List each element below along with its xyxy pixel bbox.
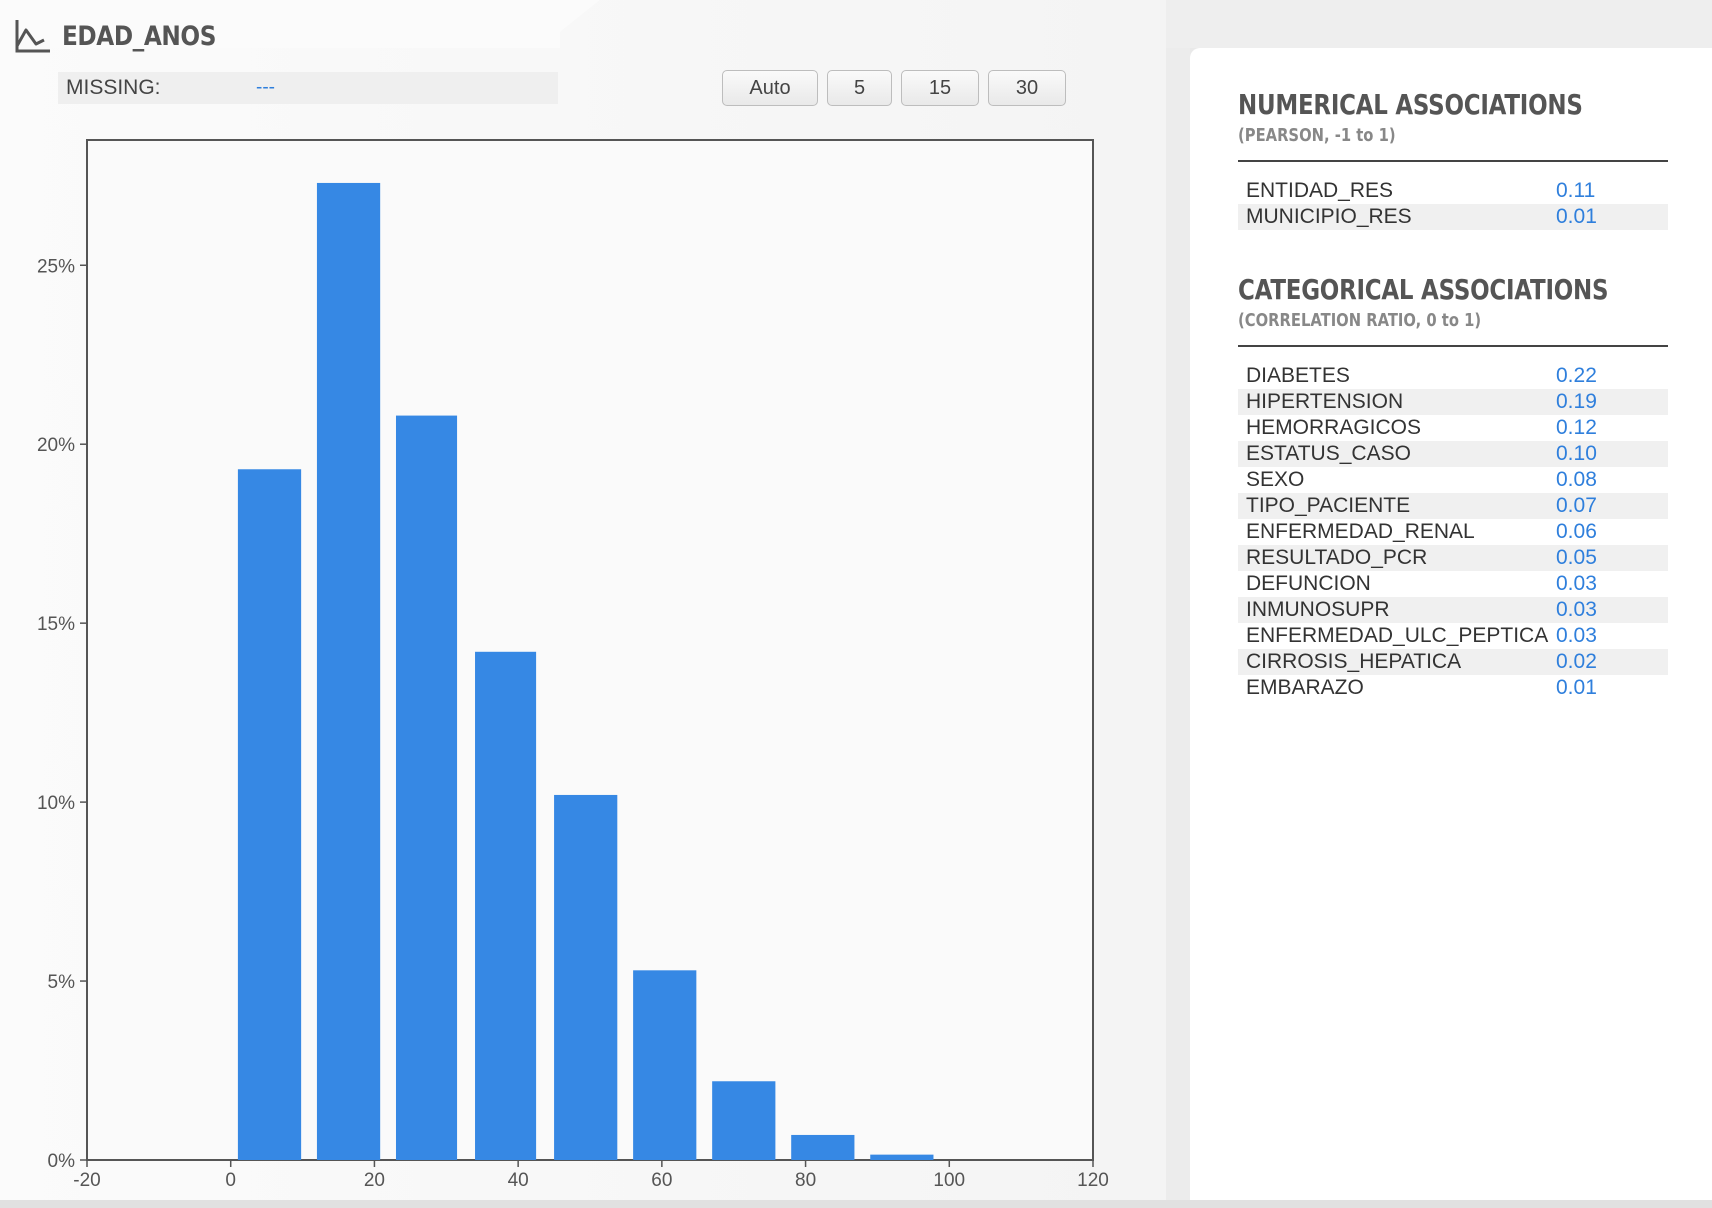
histogram-chart: 0% 5% 10% 15% 20% 25% -20 0 20 40 60 80 100 120 bbox=[37, 139, 1109, 1191]
missing-value: --- bbox=[256, 77, 275, 98]
association-name: ENFERMEDAD_RENAL bbox=[1246, 520, 1475, 543]
missing-indicator: MISSING: --- bbox=[58, 72, 558, 104]
histogram-bar bbox=[316, 182, 381, 1160]
x-tick-label: 20 bbox=[364, 1170, 385, 1191]
numerical-subheading: (PEARSON, -1 to 1) bbox=[1238, 125, 1396, 146]
association-row: MUNICIPIO_RES 0.01 bbox=[1238, 204, 1668, 230]
association-name: SEXO bbox=[1246, 468, 1305, 491]
bins-5-button[interactable]: 5 bbox=[827, 70, 892, 106]
association-row: CIRROSIS_HEPATICA 0.02 bbox=[1238, 649, 1668, 675]
categorical-heading: CATEGORICAL ASSOCIATIONS bbox=[1238, 273, 1609, 306]
x-tick-label: -20 bbox=[73, 1170, 100, 1191]
y-tick-label: 0% bbox=[48, 1151, 76, 1172]
association-name: CIRROSIS_HEPATICA bbox=[1246, 650, 1462, 673]
association-value: 0.05 bbox=[1556, 546, 1597, 569]
association-row: INMUNOSUPR 0.03 bbox=[1238, 597, 1668, 623]
title-tab bbox=[0, 0, 560, 48]
bins-15-button[interactable]: 15 bbox=[901, 70, 979, 106]
association-row: HEMORRAGICOS 0.12 bbox=[1238, 415, 1668, 441]
y-tick-label: 15% bbox=[37, 614, 75, 635]
y-tick-label: 5% bbox=[48, 972, 76, 993]
histogram-bar bbox=[554, 794, 618, 1160]
association-row: HIPERTENSION 0.19 bbox=[1238, 389, 1668, 415]
histogram-bar bbox=[633, 970, 697, 1160]
association-name: RESULTADO_PCR bbox=[1246, 546, 1428, 569]
histogram-bar bbox=[395, 415, 458, 1160]
association-value: 0.11 bbox=[1556, 179, 1596, 202]
title-tab-edge bbox=[540, 0, 600, 48]
numerical-heading: NUMERICAL ASSOCIATIONS bbox=[1238, 88, 1583, 121]
divider bbox=[1238, 345, 1668, 347]
x-tick-label: 120 bbox=[1077, 1170, 1109, 1191]
bins-30-button[interactable]: 30 bbox=[988, 70, 1066, 106]
association-row: DIABETES 0.22 bbox=[1238, 363, 1668, 389]
association-value: 0.01 bbox=[1556, 205, 1597, 228]
association-value: 0.10 bbox=[1556, 442, 1597, 465]
x-tick-label: 40 bbox=[508, 1170, 529, 1191]
association-name: EMBARAZO bbox=[1246, 676, 1364, 699]
association-row: EMBARAZO 0.01 bbox=[1238, 675, 1668, 701]
x-tick-label: 0 bbox=[225, 1170, 236, 1191]
association-name: MUNICIPIO_RES bbox=[1246, 205, 1412, 228]
association-name: HEMORRAGICOS bbox=[1246, 416, 1422, 439]
association-name: ENTIDAD_RES bbox=[1246, 179, 1394, 202]
y-tick-label: 20% bbox=[37, 435, 75, 456]
histogram-bar bbox=[870, 1154, 934, 1160]
association-row: ESTATUS_CASO 0.10 bbox=[1238, 441, 1668, 467]
bin-selector: Auto 5 15 30 bbox=[722, 70, 1066, 106]
x-tick-label: 60 bbox=[651, 1170, 672, 1191]
association-row: ENTIDAD_RES 0.11 bbox=[1238, 178, 1668, 204]
histogram-bar bbox=[475, 651, 537, 1160]
numerical-list: ENTIDAD_RES 0.11 MUNICIPIO_RES 0.01 bbox=[1238, 178, 1668, 230]
x-tick-label: 100 bbox=[933, 1170, 965, 1191]
y-tick-label: 25% bbox=[37, 256, 75, 277]
y-tick-label: 10% bbox=[37, 793, 75, 814]
association-row: ENFERMEDAD_RENAL 0.06 bbox=[1238, 519, 1668, 545]
variable-title: EDAD_ANOS bbox=[14, 16, 241, 56]
bottom-edge bbox=[0, 1200, 1712, 1208]
association-value: 0.22 bbox=[1556, 364, 1597, 387]
bins-auto-button[interactable]: Auto bbox=[722, 70, 818, 106]
panel-gap bbox=[1166, 48, 1190, 1208]
histogram-bar bbox=[791, 1134, 855, 1160]
association-value: 0.03 bbox=[1556, 598, 1597, 621]
numerical-associations: NUMERICAL ASSOCIATIONS (PEARSON, -1 to 1… bbox=[1238, 88, 1668, 230]
association-row: TIPO_PACIENTE 0.07 bbox=[1238, 493, 1668, 519]
association-row: ENFERMEDAD_ULC_PEPTICA 0.03 bbox=[1238, 623, 1668, 649]
association-name: DIABETES bbox=[1246, 364, 1350, 387]
association-row: DEFUNCION 0.03 bbox=[1238, 571, 1668, 597]
categorical-associations: CATEGORICAL ASSOCIATIONS (CORRELATION RA… bbox=[1238, 273, 1668, 701]
association-value: 0.08 bbox=[1556, 468, 1597, 491]
association-value: 0.06 bbox=[1556, 520, 1597, 543]
association-row: SEXO 0.08 bbox=[1238, 467, 1668, 493]
association-value: 0.01 bbox=[1556, 676, 1597, 699]
line-chart-icon bbox=[14, 18, 52, 54]
association-name: TIPO_PACIENTE bbox=[1246, 494, 1411, 517]
association-name: DEFUNCION bbox=[1246, 572, 1371, 595]
histogram-bar bbox=[237, 469, 302, 1160]
categorical-subheading: (CORRELATION RATIO, 0 to 1) bbox=[1238, 310, 1482, 331]
association-value: 0.03 bbox=[1556, 624, 1597, 647]
association-name: HIPERTENSION bbox=[1246, 390, 1404, 413]
association-name: ESTATUS_CASO bbox=[1246, 442, 1411, 465]
association-row: RESULTADO_PCR 0.05 bbox=[1238, 545, 1668, 571]
categorical-list: DIABETES 0.22 HIPERTENSION 0.19 HEMORRAGICOS… bbox=[1238, 363, 1668, 701]
x-tick-label: 80 bbox=[795, 1170, 816, 1191]
association-value: 0.12 bbox=[1556, 416, 1597, 439]
associations-panel: NUMERICAL ASSOCIATIONS (PEARSON, -1 to 1… bbox=[1190, 48, 1712, 1208]
association-value: 0.02 bbox=[1556, 650, 1597, 673]
association-value: 0.03 bbox=[1556, 572, 1597, 595]
histogram-bar bbox=[712, 1081, 776, 1160]
association-value: 0.19 bbox=[1556, 390, 1597, 413]
missing-label: MISSING: bbox=[66, 76, 161, 99]
page-title: EDAD_ANOS bbox=[62, 20, 216, 52]
association-name: INMUNOSUPR bbox=[1246, 598, 1390, 621]
divider bbox=[1238, 160, 1668, 162]
association-value: 0.07 bbox=[1556, 494, 1597, 517]
association-name: ENFERMEDAD_ULC_PEPTICA bbox=[1246, 624, 1549, 647]
